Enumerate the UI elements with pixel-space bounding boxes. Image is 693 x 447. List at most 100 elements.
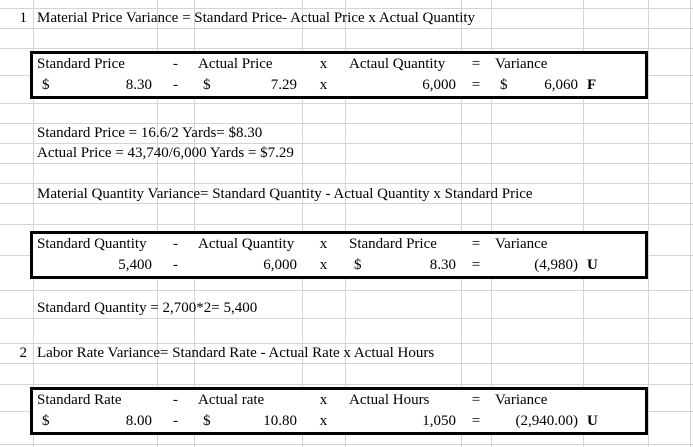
note-actual-price[interactable]: Actual Price = 43,740/6,000 Yards = $7.2…: [37, 145, 294, 161]
gridline-h: [0, 343, 693, 344]
gridline-v: [461, 0, 462, 447]
value-cell-standard-rate[interactable]: $ 8.00: [33, 411, 157, 432]
operator-cell-equals[interactable]: =: [471, 77, 481, 93]
value-cell-actual-hours[interactable]: 1,050: [345, 411, 461, 432]
operator-cell-equals[interactable]: =: [471, 236, 481, 252]
header-cell-actual-quantity[interactable]: Actual Quantity: [198, 236, 295, 252]
value-number: 6,060: [544, 77, 578, 93]
labor-rate-variance-table: Standard Rate - Actual rate x Actual Hou…: [30, 387, 648, 435]
gridline-h: [0, 224, 693, 225]
value-cell-actual-price[interactable]: $ 7.29: [194, 75, 302, 96]
value-cell-variance[interactable]: (4,980): [491, 255, 583, 276]
operator-cell-times[interactable]: x: [319, 77, 328, 93]
operator-cell-minus[interactable]: -: [173, 56, 178, 72]
value-cell-standard-price[interactable]: $ 8.30: [33, 75, 157, 96]
currency-symbol: $: [42, 77, 50, 93]
note-standard-price[interactable]: Standard Price = 16.6/2 Yards= $8.30: [37, 125, 263, 141]
header-cell-variance[interactable]: Variance: [495, 236, 548, 252]
header-cell-standard-price[interactable]: Standard Price: [349, 236, 437, 252]
value-number: 8.30: [429, 257, 456, 273]
gridline-h: [0, 363, 693, 364]
empty-cell[interactable]: [583, 390, 645, 411]
gridline-h: [0, 143, 693, 144]
operator-cell-times[interactable]: x: [319, 392, 328, 408]
header-cell-actual-rate[interactable]: Actual rate: [198, 392, 265, 408]
operator-cell-minus[interactable]: -: [173, 257, 178, 273]
row-number-2[interactable]: 2: [19, 345, 28, 361]
empty-cell[interactable]: [583, 54, 645, 75]
header-cell-standard-price[interactable]: Standard Price: [37, 56, 125, 72]
operator-cell-times[interactable]: x: [319, 56, 328, 72]
operator-cell-equals[interactable]: =: [471, 257, 481, 273]
operator-cell-minus[interactable]: -: [173, 413, 178, 429]
gridline-v: [491, 0, 492, 447]
value-number: 10.80: [263, 413, 297, 429]
gridline-h: [0, 123, 693, 124]
gridline-h: [0, 290, 693, 291]
currency-symbol: $: [203, 413, 211, 429]
value-cell-variance[interactable]: $ 6,060: [491, 75, 583, 96]
currency-symbol: $: [42, 413, 50, 429]
operator-cell-minus[interactable]: -: [173, 236, 178, 252]
gridline-v: [194, 0, 195, 447]
header-cell-actual-hours[interactable]: Actual Hours: [349, 392, 430, 408]
value-cell-actual-quantity[interactable]: 6,000: [194, 255, 302, 276]
gridline-h: [0, 103, 693, 104]
currency-symbol: $: [354, 257, 362, 273]
value-number: 5,400: [118, 257, 152, 273]
operator-cell-times[interactable]: x: [319, 236, 328, 252]
gridline-h: [0, 163, 693, 164]
header-cell-standard-quantity[interactable]: Standard Quantity: [37, 236, 147, 252]
material-price-variance-table: Standard Price - Actual Price x Actaul Q…: [30, 51, 648, 99]
empty-cell[interactable]: [583, 234, 645, 255]
gridline-v: [33, 0, 34, 447]
operator-cell-equals[interactable]: =: [471, 413, 481, 429]
value-cell-actual-rate[interactable]: $ 10.80: [194, 411, 302, 432]
note-standard-quantity[interactable]: Standard Quantity = 2,700*2= 5,400: [37, 300, 258, 316]
gridline-v: [648, 0, 649, 447]
gridline-v: [690, 0, 691, 447]
gridline-h: [0, 444, 693, 445]
formula-line-labor-rate-variance[interactable]: Labor Rate Variance= Standard Rate - Act…: [37, 345, 435, 361]
currency-symbol: $: [500, 77, 508, 93]
material-quantity-variance-table: Standard Quantity - Actual Quantity x St…: [30, 231, 648, 279]
unfavorable-flag[interactable]: U: [587, 257, 598, 273]
unfavorable-flag[interactable]: U: [587, 413, 598, 429]
value-cell-actual-quantity[interactable]: 6,000: [345, 75, 461, 96]
formula-line-material-price-variance[interactable]: Material Price Variance = Standard Price…: [37, 10, 476, 26]
row-number-1[interactable]: 1: [19, 10, 28, 26]
gridline-v: [345, 0, 346, 447]
header-cell-standard-rate[interactable]: Standard Rate: [37, 392, 122, 408]
value-number: 6,000: [422, 77, 456, 93]
gridline-v: [157, 0, 158, 447]
value-cell-variance[interactable]: (2,940.00): [491, 411, 583, 432]
value-number: (4,980): [534, 257, 578, 273]
gridline-v: [302, 0, 303, 447]
value-number: 1,050: [422, 413, 456, 429]
operator-cell-minus[interactable]: -: [173, 77, 178, 93]
operator-cell-equals[interactable]: =: [471, 56, 481, 72]
header-cell-variance[interactable]: Variance: [495, 56, 548, 72]
value-number: 8.00: [125, 413, 152, 429]
gridline-h: [0, 318, 693, 319]
operator-cell-minus[interactable]: -: [173, 392, 178, 408]
favorable-flag[interactable]: F: [587, 77, 597, 93]
gridline-h: [0, 203, 693, 204]
value-number: 7.29: [270, 77, 297, 93]
operator-cell-times[interactable]: x: [319, 413, 328, 429]
gridline-h: [0, 28, 693, 29]
header-cell-variance[interactable]: Variance: [495, 392, 548, 408]
value-cell-standard-price[interactable]: $ 8.30: [345, 255, 461, 276]
value-number: 8.30: [125, 77, 152, 93]
header-cell-actual-quantity[interactable]: Actaul Quantity: [349, 56, 446, 72]
gridline-h: [0, 8, 693, 9]
formula-line-material-quantity-variance[interactable]: Material Quantity Variance= Standard Qua…: [37, 186, 533, 202]
value-number: 6,000: [263, 257, 297, 273]
value-cell-standard-quantity[interactable]: 5,400: [33, 255, 157, 276]
header-cell-actual-price[interactable]: Actual Price: [198, 56, 273, 72]
gridline-h: [0, 384, 693, 385]
operator-cell-equals[interactable]: =: [471, 392, 481, 408]
gridline-v: [583, 0, 584, 447]
operator-cell-times[interactable]: x: [319, 257, 328, 273]
